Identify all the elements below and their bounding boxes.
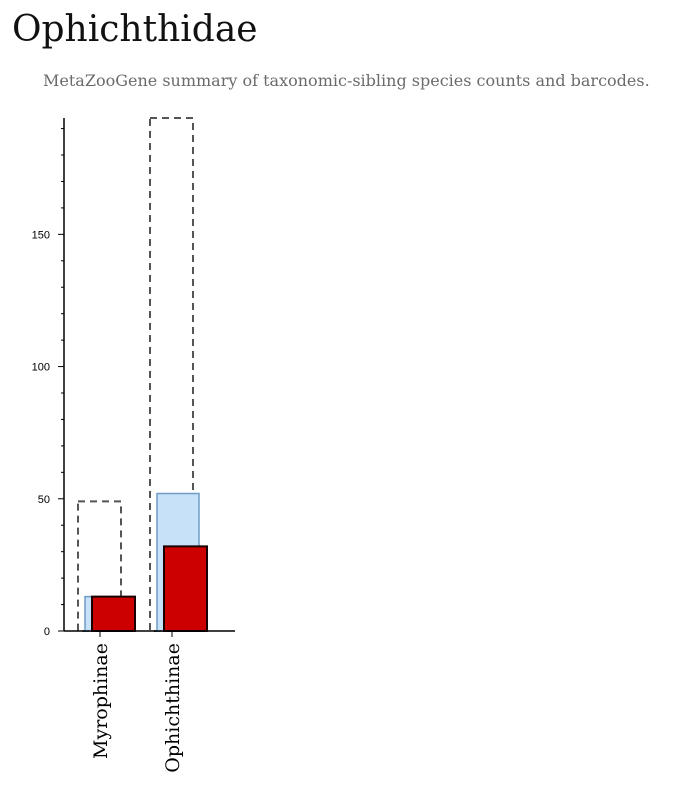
axis-layer: Myrophinae Ophichthinae 0 50 100 150 [32, 118, 235, 773]
y-tick-label-1: 50 [38, 494, 50, 506]
y-tick-label-2: 100 [32, 362, 50, 374]
x-tick-label-0: Myrophinae [90, 643, 112, 759]
page-title: Ophichthidae [12, 9, 258, 50]
y-tick-label-3: 150 [32, 229, 50, 241]
bar-series-3-0 [91, 595, 136, 633]
bar-series-3-1 [163, 545, 208, 633]
y-tick-label-0: 0 [44, 626, 50, 638]
page-subtitle: MetaZooGene summary of taxonomic-sibling… [43, 71, 650, 90]
x-tick-label-1: Ophichthinae [162, 643, 184, 773]
bars-layer [77, 117, 208, 633]
